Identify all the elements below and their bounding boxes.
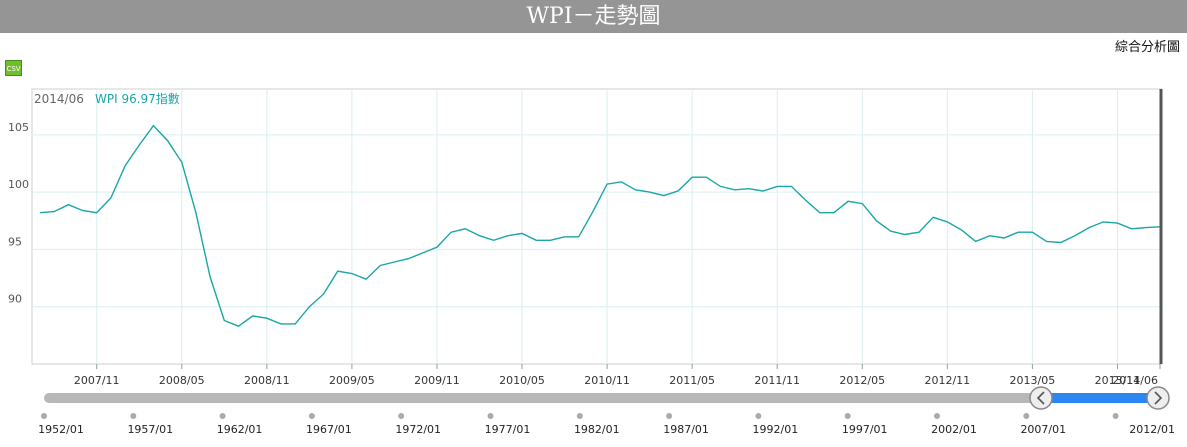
- navigator-label: 1992/01: [753, 423, 799, 436]
- navigator-dot: [487, 413, 494, 419]
- x-tick-label: 2008/11: [244, 374, 290, 387]
- navigator-label: 2012/01: [1129, 423, 1175, 436]
- y-tick-label: 105: [8, 121, 29, 134]
- readout-date: 2014/06: [34, 92, 84, 106]
- navigator-label: 1977/01: [485, 423, 531, 436]
- navigator-label: 1967/01: [306, 423, 352, 436]
- chevron-left-icon: [1036, 391, 1045, 405]
- csv-download-icon[interactable]: CSV: [5, 60, 22, 76]
- y-tick-label: 90: [8, 293, 22, 306]
- navigator-dot: [934, 413, 940, 419]
- navigator-label: 2007/01: [1020, 423, 1066, 436]
- chevron-right-icon: [1154, 391, 1163, 405]
- navigator-label: 1982/01: [574, 423, 620, 436]
- chart-subtitle-link[interactable]: 綜合分析圖: [1114, 40, 1180, 55]
- navigator-dot: [755, 413, 762, 419]
- y-tick-label: 100: [8, 178, 29, 191]
- navigator-dot: [398, 413, 405, 419]
- navigator-label: 1987/01: [663, 423, 709, 436]
- navigator-dot: [308, 413, 315, 419]
- wpi-series-line: [39, 124, 1161, 327]
- y-tick-label: 95: [8, 235, 22, 248]
- x-tick-label: 2011/05: [669, 374, 715, 387]
- x-tick-label: 2013/11: [1095, 374, 1141, 387]
- navigator-timeline-labels: 1952/01 1957/01 1962/01 1967/01 1972/01 1977/…: [38, 413, 1175, 436]
- navigator-dot: [130, 413, 137, 419]
- x-tick-label: 2014/06: [1112, 374, 1158, 387]
- navigator-label: 1952/01: [38, 423, 84, 436]
- navigator-dot: [844, 413, 851, 419]
- x-tick-label: 2010/11: [584, 374, 630, 387]
- x-tick-label: 2011/11: [754, 374, 800, 387]
- x-tick-label: 2010/05: [499, 374, 545, 387]
- navigator-dot: [666, 413, 673, 419]
- navigator-dot: [41, 413, 47, 419]
- x-tick-label: 2012/11: [924, 374, 970, 387]
- x-tick-label: 2012/05: [839, 374, 885, 387]
- navigator-label: 1957/01: [127, 423, 173, 436]
- navigator-track[interactable]: [44, 393, 1156, 403]
- plot-area: [31, 88, 1163, 365]
- readout-value: WPI 96.97指數: [95, 91, 180, 106]
- navigator-selected-range[interactable]: [1041, 393, 1158, 403]
- navigator-label: 1962/01: [217, 423, 263, 436]
- y-axis: 90 95 100 105: [8, 121, 29, 306]
- navigator-dot: [576, 413, 583, 419]
- x-axis: 2007/11 2008/05 2008/11 2009/05 2009/11 2010/…: [74, 364, 1161, 387]
- x-tick-label: 2009/05: [329, 374, 375, 387]
- navigator-right-handle[interactable]: [1146, 386, 1170, 410]
- navigator-dot: [1023, 413, 1030, 419]
- navigator-left-handle[interactable]: [1029, 386, 1053, 410]
- x-tick-label: 2013/05: [1010, 374, 1056, 387]
- navigator-label: 1972/01: [395, 423, 441, 436]
- x-tick-label: 2008/05: [159, 374, 205, 387]
- navigator-dot: [219, 413, 226, 419]
- navigator-label: 1997/01: [842, 423, 888, 436]
- x-tick-label: 2009/11: [414, 374, 460, 387]
- navigator-dot: [1112, 413, 1119, 419]
- x-tick-label: 2007/11: [74, 374, 120, 387]
- navigator-label: 2002/01: [931, 423, 977, 436]
- page-title: WPI－走勢圖: [0, 0, 1187, 33]
